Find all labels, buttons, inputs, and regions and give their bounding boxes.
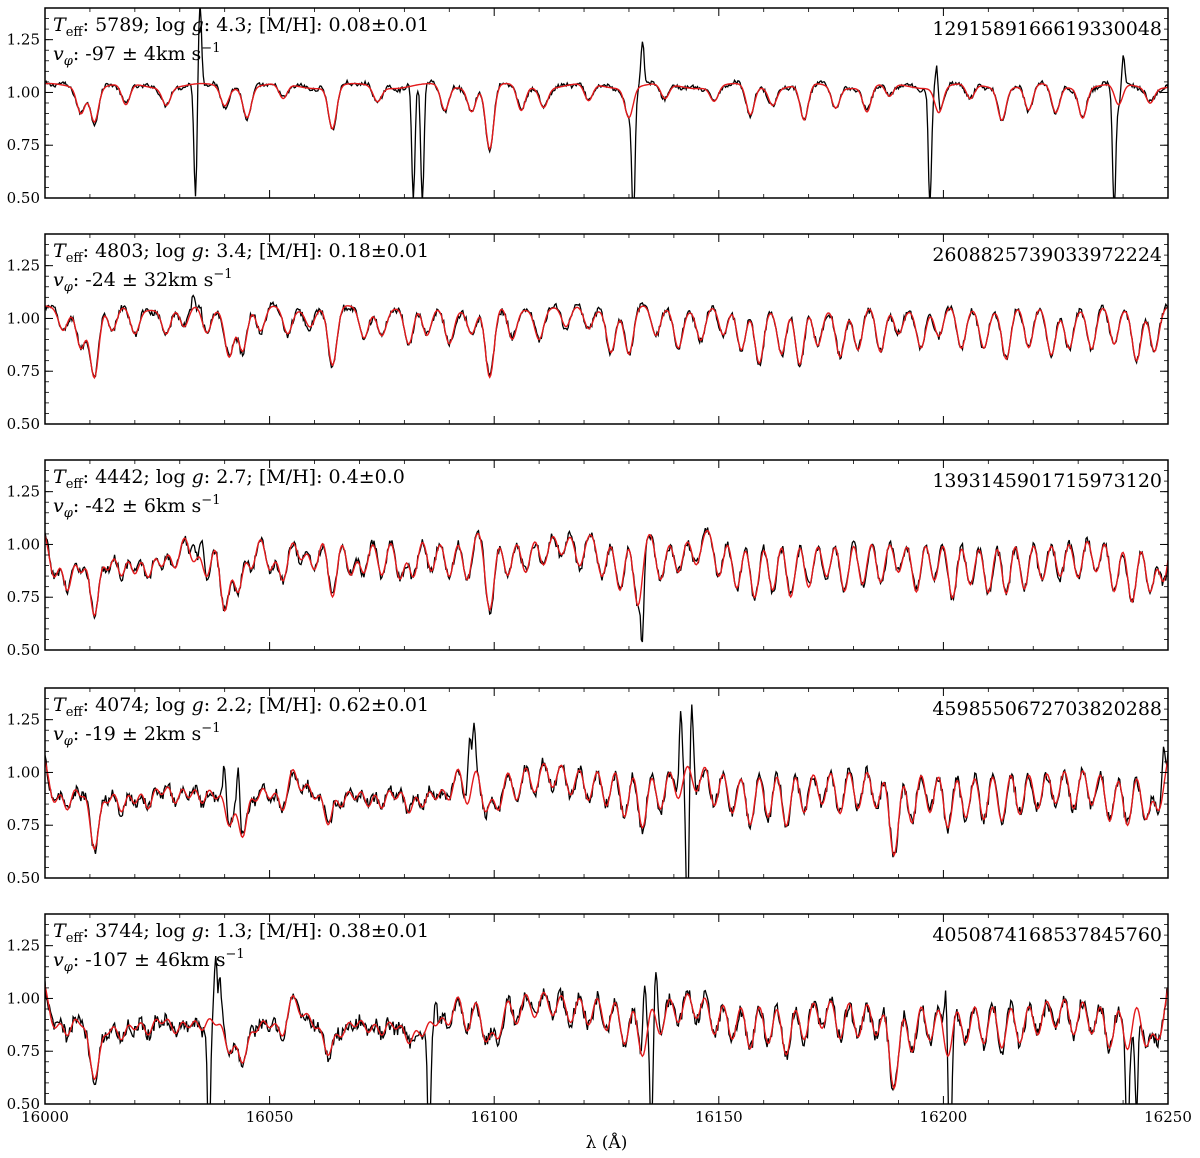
x-tick-label: 16000 (21, 1108, 69, 1126)
stellar-params-label: Teff: 4074; log g: 2.2; [M/H]: 0.62±0.01 (53, 694, 429, 720)
y-tick-label: 1.25 (7, 483, 40, 501)
model-spectrum-line (45, 82, 1168, 151)
vphi-label: vφ: -107 ± 46km s−1 (53, 947, 245, 975)
spectrum-panel-3: 0.50 0.75 1.00 1.25 Teff: 4442; log g: 2.7; … (7, 459, 1169, 659)
observed-spectrum-line (45, 956, 1168, 1104)
spectrum-panel-4: 0.50 0.75 1.00 1.25 Teff: 4074; log g: 2.2; … (7, 687, 1169, 887)
y-tick-label: 0.75 (7, 588, 40, 606)
y-tick-label: 0.75 (7, 362, 40, 380)
observed-spectrum-line (45, 527, 1168, 643)
y-tick-label: 1.25 (7, 711, 40, 729)
y-tick-label: 0.50 (7, 189, 40, 207)
y-tick-label: 0.75 (7, 816, 40, 834)
y-tick-label: 1.00 (7, 83, 40, 101)
y-tick-label: 0.50 (7, 1095, 40, 1113)
y-tick-label: 0.50 (7, 641, 40, 659)
star-id-label: 1291589166619330048 (932, 18, 1162, 40)
star-id-label: 4050874168537845760 (932, 924, 1162, 946)
model-spectrum-line (45, 759, 1168, 857)
vphi-label: vφ: -42 ± 6km s−1 (53, 493, 220, 521)
model-spectrum-line (45, 529, 1168, 618)
y-tick-label: 1.00 (7, 763, 40, 781)
star-id-label: 1393145901715973120 (932, 470, 1162, 492)
x-tick-label: 16050 (246, 1108, 294, 1126)
y-tick-label: 0.75 (7, 136, 40, 154)
y-tick-label: 0.50 (7, 869, 40, 887)
y-tick-label: 0.75 (7, 1042, 40, 1060)
stellar-params-label: Teff: 4803; log g: 3.4; [M/H]: 0.18±0.01 (53, 240, 429, 266)
spectrum-panel-2: 0.50 0.75 1.00 1.25 Teff: 4803; log g: 3.4; … (7, 233, 1169, 433)
y-tick-label: 1.00 (7, 535, 40, 553)
vphi-label: vφ: -97 ± 4km s−1 (53, 41, 220, 69)
stellar-params-label: Teff: 5789; log g: 4.3; [M/H]: 0.08±0.01 (53, 14, 429, 40)
model-spectrum-line (45, 985, 1168, 1091)
star-id-label: 4598550672703820288 (932, 698, 1162, 720)
star-id-label: 2608825739033972224 (932, 244, 1162, 266)
y-tick-label: 0.50 (7, 415, 40, 433)
y-tick-label: 1.25 (7, 937, 40, 955)
y-tick-label: 1.00 (7, 989, 40, 1007)
spectrum-panel-5: 0.50 0.75 1.00 1.25 16000 16050 16100 16150 1620… (7, 913, 1192, 1126)
spectrum-panel-1: 0.50 0.75 1.00 1.25 Teff: 5789; log g: 4.3; … (7, 7, 1169, 207)
x-tick-label: 16150 (695, 1108, 743, 1126)
stellar-params-label: Teff: 3744; log g: 1.3; [M/H]: 0.38±0.01 (53, 920, 429, 946)
stellar-params-label: Teff: 4442; log g: 2.7; [M/H]: 0.4±0.0 (53, 466, 405, 492)
y-tick-label: 1.00 (7, 309, 40, 327)
x-tick-label: 16250 (1144, 1108, 1192, 1126)
x-tick-label: 16100 (470, 1108, 518, 1126)
x-axis-label: λ (Å) (586, 1132, 628, 1153)
model-spectrum-line (45, 305, 1168, 380)
vphi-label: vφ: -24 ± 32km s−1 (53, 267, 233, 295)
y-tick-label: 1.25 (7, 257, 40, 275)
x-tick-label: 16200 (920, 1108, 968, 1126)
vphi-label: vφ: -19 ± 2km s−1 (53, 721, 220, 749)
y-tick-label: 1.25 (7, 31, 40, 49)
